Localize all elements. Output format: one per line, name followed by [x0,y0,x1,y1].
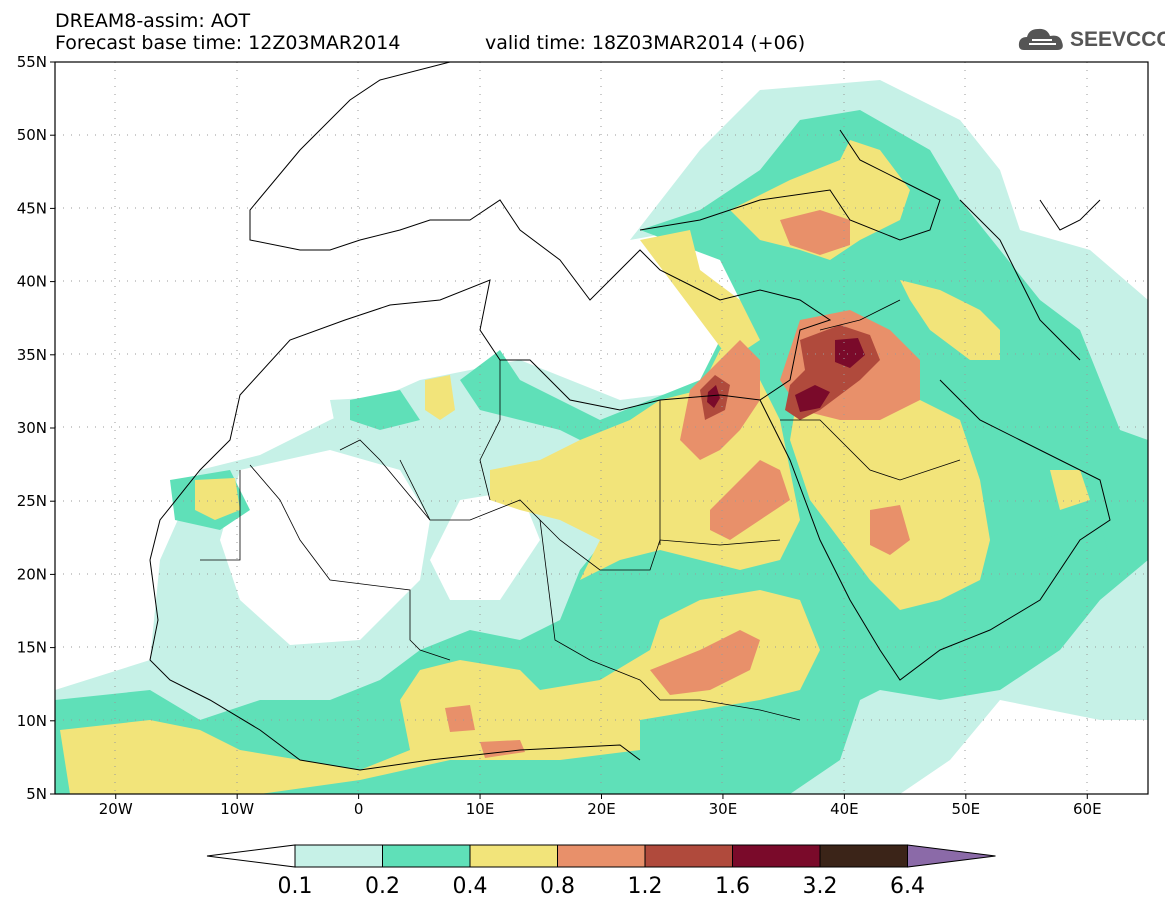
lat-label: 55N [17,53,47,71]
lon-label: 60E [1073,800,1102,818]
colorbar-label: 0.8 [540,874,575,899]
logo-text: SEEVCCC [1070,28,1165,51]
lat-label: 10N [17,712,47,730]
lat-label: 30N [17,419,47,437]
lon-label: 40E [830,800,859,818]
lon-label: 20W [99,800,133,818]
lon-label: 10E [466,800,495,818]
lat-label: 45N [17,199,47,217]
colorbar-min-arrow [206,844,296,868]
colorbar-label: 3.2 [803,874,838,899]
chart-title: DREAM8-assim: AOT [55,10,251,32]
lon-label: 20E [587,800,616,818]
aot-band-0.2 [55,110,1148,794]
valid-time: valid time: 18Z03MAR2014 (+06) [485,32,806,54]
longitude-axis: 20W 10W 0 10E 20E 30E 40E 50E 60E [99,794,1102,818]
cloud-icon [1018,28,1063,50]
lon-label: 0 [354,800,364,818]
lon-label: 50E [952,800,981,818]
lat-label: 50N [17,126,47,144]
country-borders [200,299,961,721]
lat-label: 5N [26,785,47,803]
colorbar-label: 1.2 [628,874,663,899]
colorbar-label: 0.4 [453,874,488,899]
lon-label: 10W [220,800,254,818]
colorbar-swatch [469,844,558,868]
colorbar-swatch [644,844,733,868]
aot-fields [55,62,1148,794]
colorbar-label: 6.4 [890,874,925,899]
colorbar-swatch [294,844,383,868]
forecast-times: Forecast base time: 12Z03MAR2014 valid ti… [55,32,805,54]
lat-label: 15N [17,639,47,657]
lat-label: 35N [17,346,47,364]
forecast-base-time: Forecast base time: 12Z03MAR2014 [55,32,401,54]
seevccc-logo: SEEVCCC [1016,22,1165,56]
colorbar-swatch [819,844,908,868]
colorbar-label: 0.2 [365,874,400,899]
aot-band-1.6 [707,338,865,412]
colorbar-label: 0.1 [278,874,313,899]
lon-label: 30E [709,800,738,818]
coastlines [149,62,1111,771]
aot-colorbar: 0.1 0.2 0.4 0.8 1.2 1.6 3.2 6.4 [206,844,996,899]
colorbar-swatch [732,844,821,868]
colorbar-label: 1.6 [715,874,750,899]
latitude-axis: 55N 50N 45N 40N 35N 30N 25N 20N 15N 10N 5N [17,53,55,803]
lat-label: 20N [17,565,47,583]
lat-label: 25N [17,492,47,510]
colorbar-max-arrow [907,844,996,868]
lat-label: 40N [17,273,47,291]
colorbar-swatch [382,844,471,868]
colorbar-swatch [557,844,646,868]
